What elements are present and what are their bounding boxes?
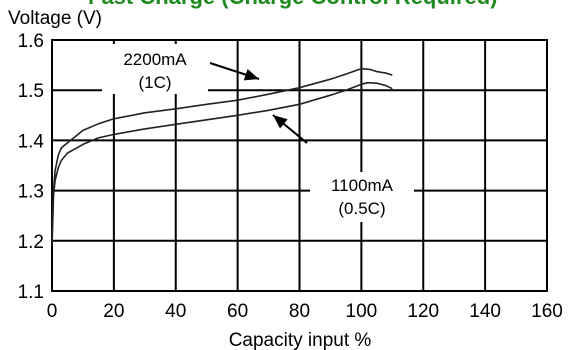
x-tick-label: 0 <box>47 301 58 322</box>
arrowhead-icon <box>243 69 259 81</box>
x-tick-label: 140 <box>469 301 501 322</box>
x-tick-label: 20 <box>103 301 124 322</box>
annotation-sublabel: (1C) <box>138 73 171 92</box>
grid-lines <box>52 40 547 291</box>
series-lines <box>51 67 393 246</box>
annotation-label: 2200mA <box>123 50 187 69</box>
series-line-2200mA <box>51 67 393 241</box>
x-tick-label: 100 <box>346 301 378 322</box>
arrowhead-icon <box>273 115 288 129</box>
y-tick-label: 1.4 <box>18 131 45 152</box>
y-tick-label: 1.3 <box>18 182 44 203</box>
annotation-box <box>310 172 414 222</box>
x-tick-label: 160 <box>531 301 563 322</box>
y-tick-label: 1.6 <box>18 31 44 52</box>
annotation-box <box>102 44 208 94</box>
annotation-sublabel: (0.5C) <box>338 199 385 218</box>
tick-labels: 0 20 40 60 80 100 120 140 160 1.1 1.2 1.3 1.4 1.5 1.6 <box>18 31 563 322</box>
x-tick-label: 60 <box>227 301 248 322</box>
x-tick-label: 40 <box>165 301 186 322</box>
y-axis-label: Voltage (V) <box>8 8 102 29</box>
annotations: 2200mA (1C) 1100mA (0.5C) <box>102 44 414 222</box>
x-tick-label: 80 <box>289 301 310 322</box>
y-tick-label: 1.5 <box>18 81 44 102</box>
annotation-label: 1100mA <box>331 176 394 195</box>
y-tick-label: 1.2 <box>18 232 44 253</box>
chart-title: Fast Charge (Charge Control Required) <box>88 0 497 9</box>
x-axis-label: Capacity input % <box>229 330 372 350</box>
series-line-1100mA <box>51 81 393 246</box>
y-tick-label: 1.1 <box>18 282 44 303</box>
x-tick-label: 120 <box>407 301 439 322</box>
